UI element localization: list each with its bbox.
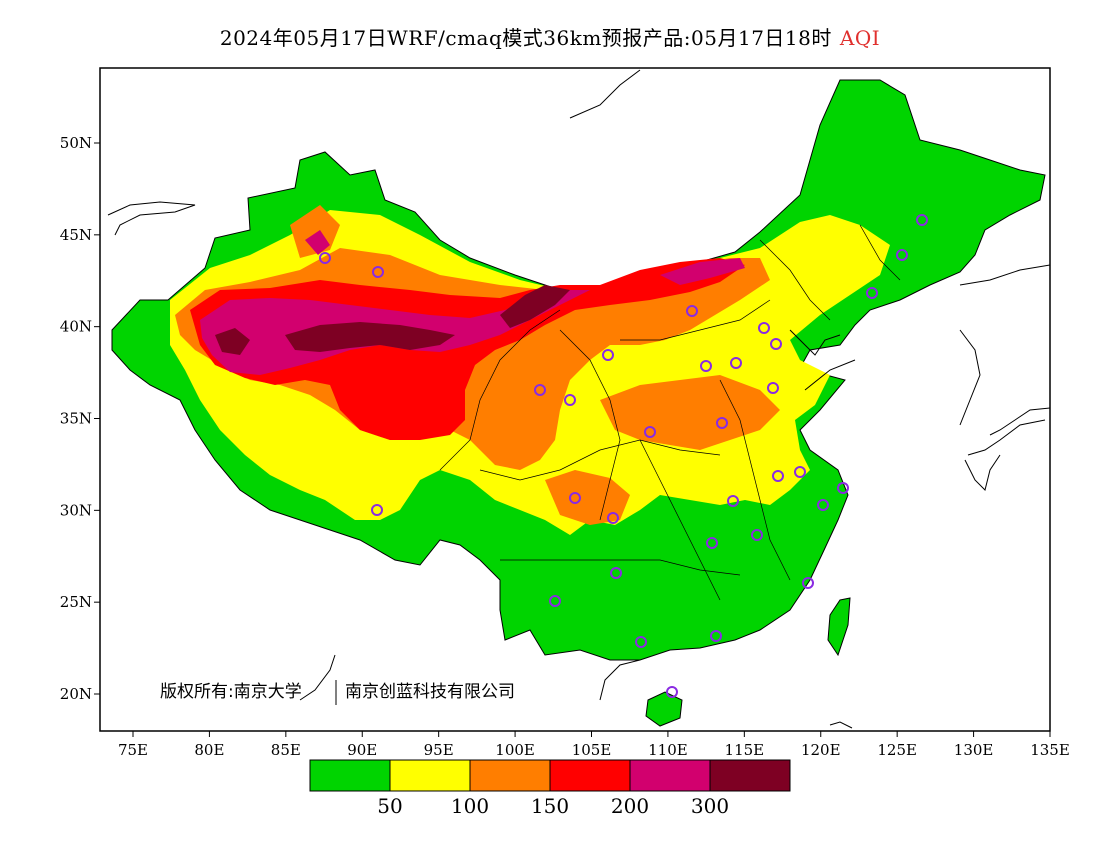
aqi-zone-very-unhealthy-ne bbox=[660, 258, 745, 285]
lon-tick-label: 100E bbox=[495, 741, 535, 759]
aqi-hotspot-urumqi-core bbox=[305, 230, 330, 255]
city-marker bbox=[644, 426, 656, 438]
lat-tick-label: 35N bbox=[60, 410, 92, 428]
city-marker bbox=[549, 595, 561, 607]
lon-tick-label: 85E bbox=[271, 741, 301, 759]
coastlines bbox=[107, 69, 1050, 729]
lat-tick-label: 50N bbox=[60, 134, 92, 152]
city-marker bbox=[727, 495, 739, 507]
lon-tick-label: 115E bbox=[725, 741, 765, 759]
lon-tick-label: 75E bbox=[118, 741, 148, 759]
longitude-axis: 75E 80E 85E 90E 95E 100E 105E 110E 115E 120E 125E 1… bbox=[118, 731, 1070, 759]
lat-tick-label: 25N bbox=[60, 593, 92, 611]
city-marker bbox=[686, 305, 698, 317]
city-marker bbox=[635, 636, 647, 648]
city-marker bbox=[802, 577, 814, 589]
legend-swatch bbox=[709, 759, 791, 792]
aqi-zone-hazardous-north bbox=[500, 285, 570, 328]
city-marker bbox=[751, 529, 763, 541]
lon-tick-label: 90E bbox=[347, 741, 377, 759]
copyright-owner: 版权所有:南京大学 bbox=[160, 682, 302, 702]
city-marker bbox=[716, 417, 728, 429]
city-marker bbox=[534, 384, 546, 396]
city-marker bbox=[730, 357, 742, 369]
lat-tick-label: 20N bbox=[60, 685, 92, 703]
lon-tick-label: 80E bbox=[194, 741, 224, 759]
legend-swatch bbox=[549, 759, 631, 792]
city-marker bbox=[837, 482, 849, 494]
city-marker bbox=[817, 499, 829, 511]
city-marker bbox=[666, 686, 678, 698]
city-marker bbox=[758, 322, 770, 334]
lon-tick-label: 110E bbox=[648, 741, 688, 759]
city-marker bbox=[607, 512, 619, 524]
legend-label: 300 bbox=[691, 794, 729, 818]
lat-tick-label: 45N bbox=[60, 226, 92, 244]
lon-tick-label: 125E bbox=[877, 741, 917, 759]
legend-swatch bbox=[629, 759, 711, 792]
lon-tick-label: 120E bbox=[801, 741, 841, 759]
legend-swatch bbox=[389, 759, 471, 792]
map-frame bbox=[99, 67, 1051, 732]
lon-tick-label: 95E bbox=[424, 741, 454, 759]
city-marker bbox=[319, 252, 331, 264]
province-boundaries bbox=[439, 224, 901, 601]
lat-tick-label: 30N bbox=[60, 501, 92, 519]
city-marker bbox=[372, 266, 384, 278]
aqi-zone-hazardous bbox=[285, 322, 455, 352]
city-marker bbox=[770, 338, 782, 350]
lon-tick-label: 135E bbox=[1030, 741, 1070, 759]
lon-tick-label: 105E bbox=[572, 741, 612, 759]
aqi-colorbar: 50 100 150 200 300 bbox=[309, 759, 791, 818]
aqi-zone-hazardous-west bbox=[215, 328, 250, 355]
city-markers bbox=[319, 214, 928, 698]
city-marker bbox=[896, 249, 908, 261]
city-marker bbox=[767, 382, 779, 394]
latitude-axis: 50N 45N 40N 35N 30N 25N 20N bbox=[60, 134, 100, 703]
lat-tick-label: 40N bbox=[60, 318, 92, 336]
legend-label: 150 bbox=[531, 794, 569, 818]
legend-label: 100 bbox=[451, 794, 489, 818]
city-marker bbox=[564, 394, 576, 406]
city-marker bbox=[602, 349, 614, 361]
city-marker bbox=[610, 567, 622, 579]
title-text: 2024年05月17日WRF/cmaq模式36km预报产品:05月17日18时 bbox=[219, 26, 832, 50]
city-marker bbox=[569, 492, 581, 504]
city-marker bbox=[710, 630, 722, 642]
city-marker bbox=[794, 466, 806, 478]
lon-tick-label: 130E bbox=[954, 741, 994, 759]
city-marker bbox=[706, 537, 718, 549]
city-marker bbox=[866, 287, 878, 299]
city-marker bbox=[700, 360, 712, 372]
legend-label: 200 bbox=[611, 794, 649, 818]
city-marker bbox=[772, 470, 784, 482]
legend-swatch bbox=[469, 759, 551, 792]
hainan-island bbox=[645, 691, 683, 727]
legend-label: 50 bbox=[377, 794, 402, 818]
city-marker bbox=[916, 214, 928, 226]
legend-swatch bbox=[309, 759, 391, 792]
title-variable: AQI bbox=[839, 26, 881, 50]
taiwan-island bbox=[827, 597, 851, 657]
copyright-company: 南京创蓝科技有限公司 bbox=[345, 682, 515, 702]
map-title: 2024年05月17日WRF/cmaq模式36km预报产品:05月17日18时 A… bbox=[0, 22, 1100, 51]
city-marker bbox=[371, 504, 383, 516]
